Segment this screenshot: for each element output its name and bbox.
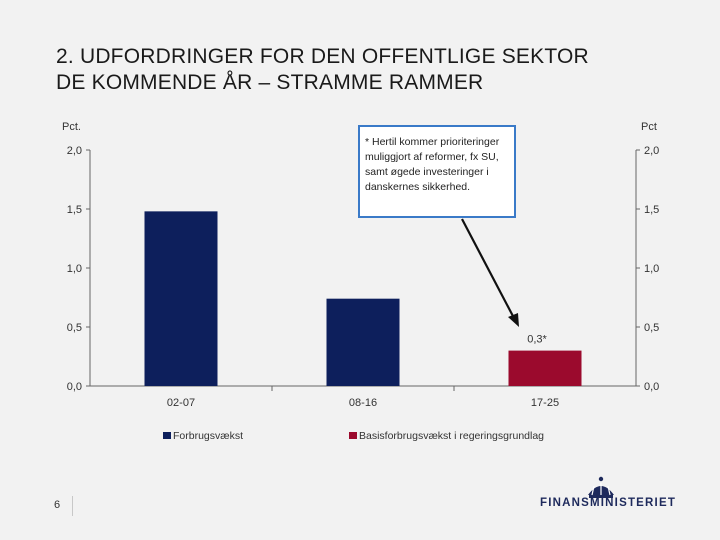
bar	[326, 298, 400, 386]
y-tick-label-left: 2,0	[67, 145, 82, 157]
y-tick-label-right: 0,5	[644, 322, 659, 334]
legend-label: Basisforbrugsvækst i regeringsgrundlag	[359, 430, 544, 442]
y-tick-label-left: 1,5	[67, 204, 82, 216]
y-tick-label-right: 1,5	[644, 204, 659, 216]
legend-swatch	[163, 432, 171, 439]
x-tick-label: 17-25	[531, 397, 559, 409]
legend-label: Forbrugsvækst	[173, 430, 243, 442]
y-tick-label-right: 0,0	[644, 381, 659, 393]
y-tick-label-left: 0,5	[67, 322, 82, 334]
y-tick-label-right: 2,0	[644, 145, 659, 157]
annotation-box: * Hertil kommer prioriteringer muliggjor…	[358, 125, 516, 218]
y-tick-label-left: 1,0	[67, 263, 82, 275]
bar	[144, 211, 218, 386]
x-tick-label: 08-16	[349, 397, 377, 409]
legend-swatch	[349, 432, 357, 439]
y-tick-label-right: 1,0	[644, 263, 659, 275]
y-tick-label-left: 0,0	[67, 381, 82, 393]
title-line-2: DE KOMMENDE ÅR – STRAMME RAMMER	[56, 71, 484, 94]
crown-icon	[588, 476, 614, 498]
bar	[508, 350, 582, 386]
logo-text: FINANSMINISTERIET	[540, 497, 677, 509]
data-label: 0,3*	[527, 334, 547, 346]
title-line-1: 2. UDFORDRINGER FOR DEN OFFENTLIGE SEKTO…	[56, 45, 589, 68]
x-tick-label: 02-07	[167, 397, 195, 409]
page-number-divider	[72, 496, 73, 516]
slide-title: 2. UDFORDRINGER FOR DEN OFFENTLIGE SEKTO…	[56, 44, 696, 96]
annotation-arrow-head	[508, 313, 519, 327]
page-number: 6	[54, 499, 61, 511]
y-axis-label-right: Pct	[641, 121, 657, 133]
y-axis-label-left: Pct.	[62, 121, 81, 133]
annotation-arrow-line	[461, 218, 516, 321]
